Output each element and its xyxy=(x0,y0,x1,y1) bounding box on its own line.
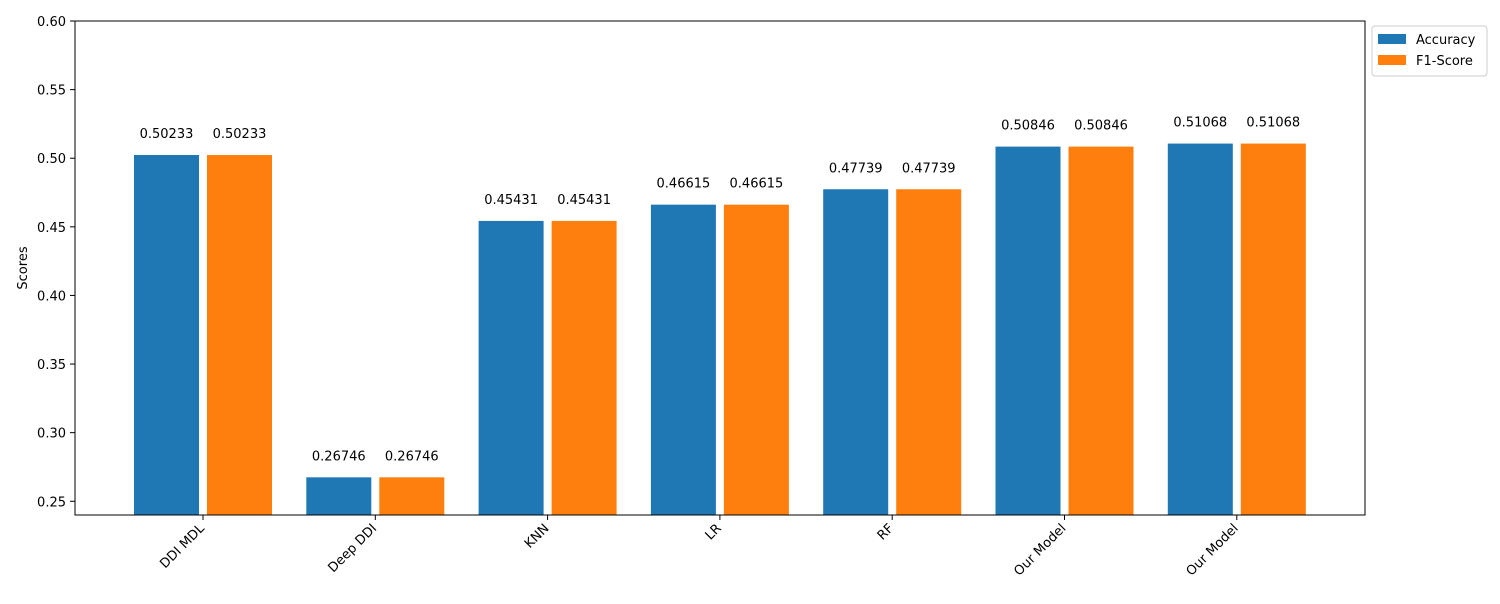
bars-layer xyxy=(134,143,1306,516)
bar-accuracy-2 xyxy=(478,220,544,516)
bar-f1-score-6 xyxy=(1240,143,1306,515)
bar-accuracy-0 xyxy=(134,155,199,515)
data-label-f1-score-3: 0.46615 xyxy=(730,177,784,192)
bar-f1-score-0 xyxy=(207,155,272,515)
data-label-f1-score-6: 0.51068 xyxy=(1246,116,1300,131)
y-tick-label-7: 0.60 xyxy=(37,15,66,30)
bar-f1-score-1 xyxy=(379,477,445,515)
y-tick-label-6: 0.55 xyxy=(37,84,66,99)
legend-label-accuracy: Accuracy xyxy=(1416,33,1476,48)
bar-accuracy-6 xyxy=(1167,143,1233,515)
bar-accuracy-3 xyxy=(650,204,716,516)
y-tick-label-0: 0.25 xyxy=(37,495,66,510)
y-tick-label-1: 0.30 xyxy=(37,427,66,442)
x-tick-label-0: DDI MDL xyxy=(157,521,208,572)
x-tick-label-1: Deep DDI xyxy=(326,521,381,576)
x-tick-label-5: Our Model xyxy=(1011,521,1069,579)
y-tick-label-5: 0.50 xyxy=(37,152,66,167)
plot-frame xyxy=(74,20,1366,516)
data-label-accuracy-0: 0.50233 xyxy=(140,127,194,142)
legend: Accuracy F1-Score xyxy=(1371,25,1488,77)
data-label-f1-score-5: 0.50846 xyxy=(1074,119,1128,134)
data-label-accuracy-2: 0.45431 xyxy=(484,193,538,208)
y-axis: 0.25 0.30 0.35 0.40 0.45 0.50 0.55 0.60 xyxy=(37,15,75,510)
legend-swatch-accuracy xyxy=(1378,34,1406,44)
data-label-f1-score-0: 0.50233 xyxy=(213,127,267,142)
data-label-f1-score-4: 0.47739 xyxy=(902,161,956,176)
y-axis-title: Scores xyxy=(16,246,31,289)
data-label-accuracy-1: 0.26746 xyxy=(312,449,366,464)
bar-f1-score-5 xyxy=(1068,146,1134,516)
data-label-accuracy-5: 0.50846 xyxy=(1001,119,1055,134)
x-axis: DDI MDL Deep DDI KNN LR RF Our Model Our Model xyxy=(157,515,1242,579)
data-label-f1-score-1: 0.26746 xyxy=(385,449,439,464)
x-tick-label-6: Our Model xyxy=(1184,521,1242,579)
bar-f1-score-3 xyxy=(723,204,789,516)
bar-accuracy-1 xyxy=(306,477,372,515)
x-tick-label-4: RF xyxy=(875,521,897,543)
legend-items: Accuracy F1-Score xyxy=(1378,33,1476,69)
data-labels-layer: 0.50233 0.50233 0.26746 0.26746 0.45431 0.454… xyxy=(140,116,1301,465)
data-label-accuracy-3: 0.46615 xyxy=(657,177,711,192)
legend-label-f1-score: F1-Score xyxy=(1416,54,1473,69)
y-tick-label-2: 0.35 xyxy=(37,358,66,373)
x-tick-label-2: KNN xyxy=(522,521,552,551)
bar-f1-score-4 xyxy=(896,189,962,515)
bar-f1-score-2 xyxy=(551,220,617,516)
bar-accuracy-5 xyxy=(995,146,1061,516)
y-tick-label-4: 0.45 xyxy=(37,221,66,236)
data-label-accuracy-6: 0.51068 xyxy=(1173,116,1227,131)
bar-accuracy-4 xyxy=(823,189,889,515)
x-tick-label-3: LR xyxy=(703,521,725,543)
y-tick-label-3: 0.40 xyxy=(37,289,66,304)
data-label-f1-score-2: 0.45431 xyxy=(557,193,611,208)
data-label-accuracy-4: 0.47739 xyxy=(829,161,883,176)
legend-swatch-f1-score xyxy=(1378,55,1406,65)
